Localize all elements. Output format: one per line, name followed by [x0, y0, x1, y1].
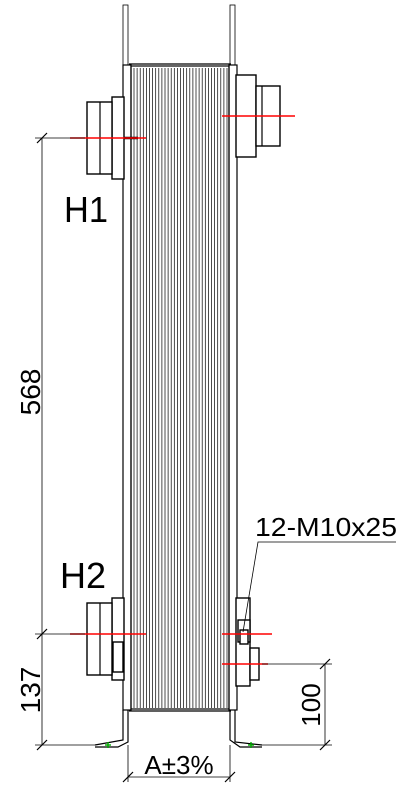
dimension-width-a [122, 745, 236, 783]
dimension-137 [35, 634, 95, 751]
nozzle-h2-left [86, 597, 125, 681]
label-bottom-port-height: 137 [15, 667, 46, 714]
label-h1: H1 [64, 189, 108, 230]
plate-pack [129, 63, 231, 712]
label-h2: H2 [60, 555, 106, 596]
left-frame-plate [122, 64, 132, 711]
support-feet [94, 710, 263, 748]
label-width-tolerance: A±3% [144, 750, 213, 780]
nozzle-bottom-right [235, 597, 260, 687]
plate-lines [133, 68, 228, 708]
dimension-100 [262, 658, 332, 751]
top-mounting-bars [122, 4, 236, 66]
label-port-spacing: 568 [15, 369, 46, 416]
bolt-leader [242, 541, 396, 633]
label-bolts: 12-M10x25 [255, 512, 397, 542]
label-right-port-height: 100 [296, 683, 326, 726]
right-frame-plate [228, 64, 238, 711]
